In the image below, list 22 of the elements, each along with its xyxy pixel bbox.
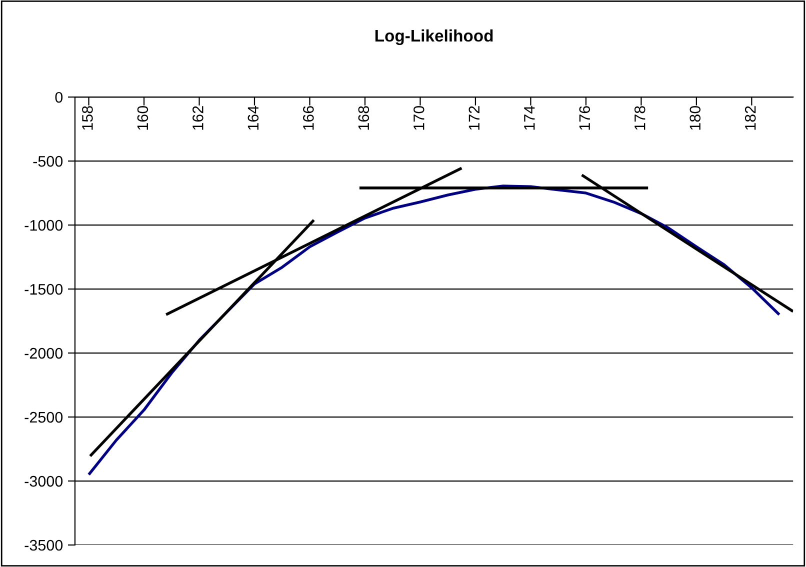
x-tick-label: 180 xyxy=(690,106,701,130)
x-tick-label: 158 xyxy=(82,106,93,130)
x-tick-label: 160 xyxy=(137,106,148,130)
chart-title: Log-Likelihood xyxy=(375,29,493,46)
x-tick-label: 178 xyxy=(634,106,646,130)
y-tick-label: 0 xyxy=(55,92,63,103)
x-tick-label: 170 xyxy=(414,106,424,130)
y-tick-label: -3000 xyxy=(24,476,63,487)
x-tick-label: 168 xyxy=(358,106,370,130)
x-tick-label: 162 xyxy=(192,106,204,130)
x-tick-label: 174 xyxy=(524,106,535,130)
y-tick-label: -3500 xyxy=(24,540,63,551)
y-tick-label: -2000 xyxy=(24,348,63,359)
x-tick-label: 166 xyxy=(303,106,314,130)
x-tick-label: 182 xyxy=(744,106,756,130)
x-tick-label: 164 xyxy=(248,106,259,130)
y-tick-label: -1000 xyxy=(24,220,63,231)
y-tick-label: -1500 xyxy=(24,284,63,295)
y-tick-label: -500 xyxy=(33,156,63,167)
y-tick-label: -2500 xyxy=(24,412,63,423)
x-tick-label: 172 xyxy=(468,106,480,130)
x-tick-label: 176 xyxy=(579,106,590,130)
